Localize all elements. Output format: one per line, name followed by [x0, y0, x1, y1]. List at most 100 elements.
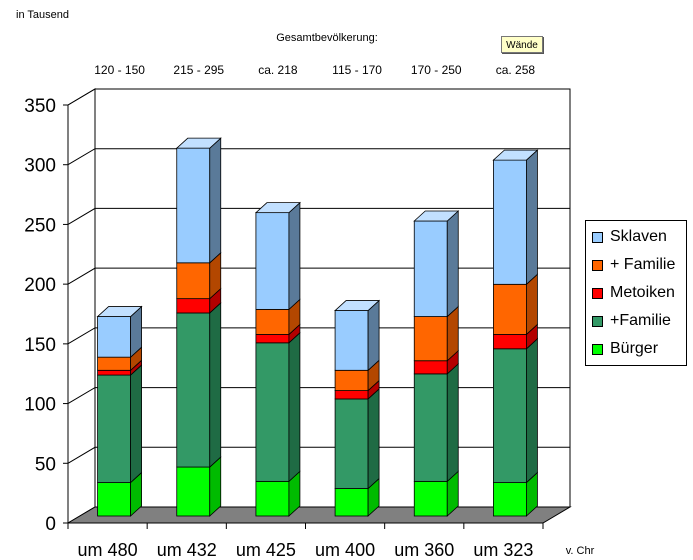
bar-stack	[175, 137, 222, 517]
bar-segment-brger	[413, 480, 448, 517]
legend-label: Sklaven	[610, 228, 667, 245]
x-category-label: um 425	[236, 540, 296, 560]
legend-swatch	[592, 231, 603, 243]
bar-top	[413, 210, 460, 222]
x-axis-label: v. Chr	[566, 545, 595, 557]
chart-title: Gesamtbevölkerung:	[276, 32, 378, 44]
bar-segment-familie	[493, 348, 527, 483]
bar-segment-sklaven	[334, 310, 369, 371]
legend-item: + Familie	[592, 255, 675, 275]
bar-segment-metoiken	[413, 360, 448, 375]
legend-swatch	[592, 343, 603, 355]
legend-item: +Familie	[592, 311, 671, 331]
bar-segment-familie	[413, 316, 448, 362]
bar-segment-metoiken	[255, 334, 290, 344]
bar-segment-metoiken	[334, 390, 369, 400]
bar-segment-brger	[176, 466, 211, 517]
bar-segment-brger	[493, 482, 527, 517]
bar-segment-familie	[176, 312, 211, 468]
legend-label: Bürger	[610, 340, 659, 357]
grid-line	[67, 88, 570, 106]
bar-stack	[492, 149, 539, 517]
total-label: ca. 258	[496, 63, 536, 77]
bar-side	[367, 388, 380, 490]
legend-swatch	[592, 259, 603, 271]
bar-segment-familie	[255, 308, 290, 335]
bar-side	[130, 364, 142, 484]
x-category-label: um 480	[78, 540, 138, 560]
bar-stack	[334, 299, 381, 517]
bar-side	[526, 337, 538, 484]
bar-segment-familie	[97, 374, 131, 483]
bar-segment-sklaven	[97, 316, 131, 358]
bar-segment-familie	[97, 356, 131, 371]
bar-side	[209, 137, 222, 264]
bar-side	[209, 302, 222, 468]
grid-line	[67, 207, 570, 225]
bar-side	[446, 210, 459, 318]
legend-swatch	[592, 315, 603, 327]
bar-segment-familie	[255, 342, 290, 482]
legend-item: Metoiken	[592, 283, 675, 303]
total-label: 215 - 295	[173, 63, 224, 77]
x-category-label: um 360	[394, 540, 454, 560]
y-tick-label: 100	[24, 395, 56, 416]
bar-top	[175, 137, 222, 149]
legend-item: Sklaven	[592, 227, 667, 247]
y-tick-label: 250	[24, 215, 56, 236]
bar-segment-sklaven	[413, 220, 448, 317]
legend-label: +Familie	[610, 312, 671, 329]
y-tick-label: 50	[35, 454, 56, 475]
bar-segment-familie	[176, 262, 211, 300]
x-category-label: um 432	[157, 540, 217, 560]
bar-stack	[413, 210, 460, 517]
y-tick-label: 150	[24, 335, 56, 356]
bar-top	[334, 300, 381, 311]
bar-top	[254, 202, 301, 214]
y-tick-label: 200	[24, 275, 56, 296]
x-category-label: um 400	[315, 540, 375, 560]
bar-segment-brger	[97, 482, 131, 517]
walls-button[interactable]: Wände	[501, 36, 543, 53]
x-category-label: um 323	[473, 540, 533, 560]
grid-lines	[67, 88, 570, 464]
legend-swatch	[592, 287, 603, 299]
bar-segment-metoiken	[493, 334, 527, 350]
legend-label: + Familie	[610, 256, 676, 273]
total-label: 170 - 250	[411, 63, 462, 77]
y-tick-label: 300	[24, 156, 56, 177]
bars	[96, 137, 539, 517]
bar-side	[526, 149, 538, 286]
bar-segment-metoiken	[97, 369, 131, 376]
grid-line	[67, 267, 570, 285]
bar-segment-familie	[334, 369, 369, 392]
bar-side	[288, 201, 301, 311]
grid-line	[67, 446, 570, 464]
grid-line	[67, 387, 570, 405]
grid-line	[67, 148, 570, 166]
bar-stack	[254, 201, 301, 517]
y-tick-label: 0	[45, 514, 56, 535]
bar-stack	[96, 305, 143, 517]
x-category-labels: um 480 um 432 um 425 um 400 um 360 um 323	[78, 540, 534, 560]
bar-segment-familie	[493, 283, 527, 335]
y-tick-labels: 0 50 100 150 200 250 300 350	[24, 96, 56, 535]
bar-segment-sklaven	[255, 212, 290, 310]
grid-line	[67, 327, 570, 345]
total-label: 115 - 170	[332, 63, 382, 77]
bar-segment-sklaven	[176, 147, 211, 264]
bar-side	[288, 331, 301, 483]
bar-segment-familie	[334, 398, 369, 489]
side-wall	[67, 88, 96, 524]
bar-segment-metoiken	[176, 298, 211, 314]
bar-top	[492, 149, 539, 161]
legend-item: Bürger	[592, 339, 658, 359]
legend: Sklaven + Familie Metoiken +Familie Bürger	[585, 220, 687, 366]
bar-segment-sklaven	[493, 159, 527, 285]
bar-segment-brger	[255, 480, 290, 517]
y-axis-label: in Tausend	[16, 9, 69, 21]
bar-top	[96, 306, 143, 317]
bar-segment-brger	[334, 488, 369, 517]
total-label: ca. 218	[258, 63, 298, 77]
